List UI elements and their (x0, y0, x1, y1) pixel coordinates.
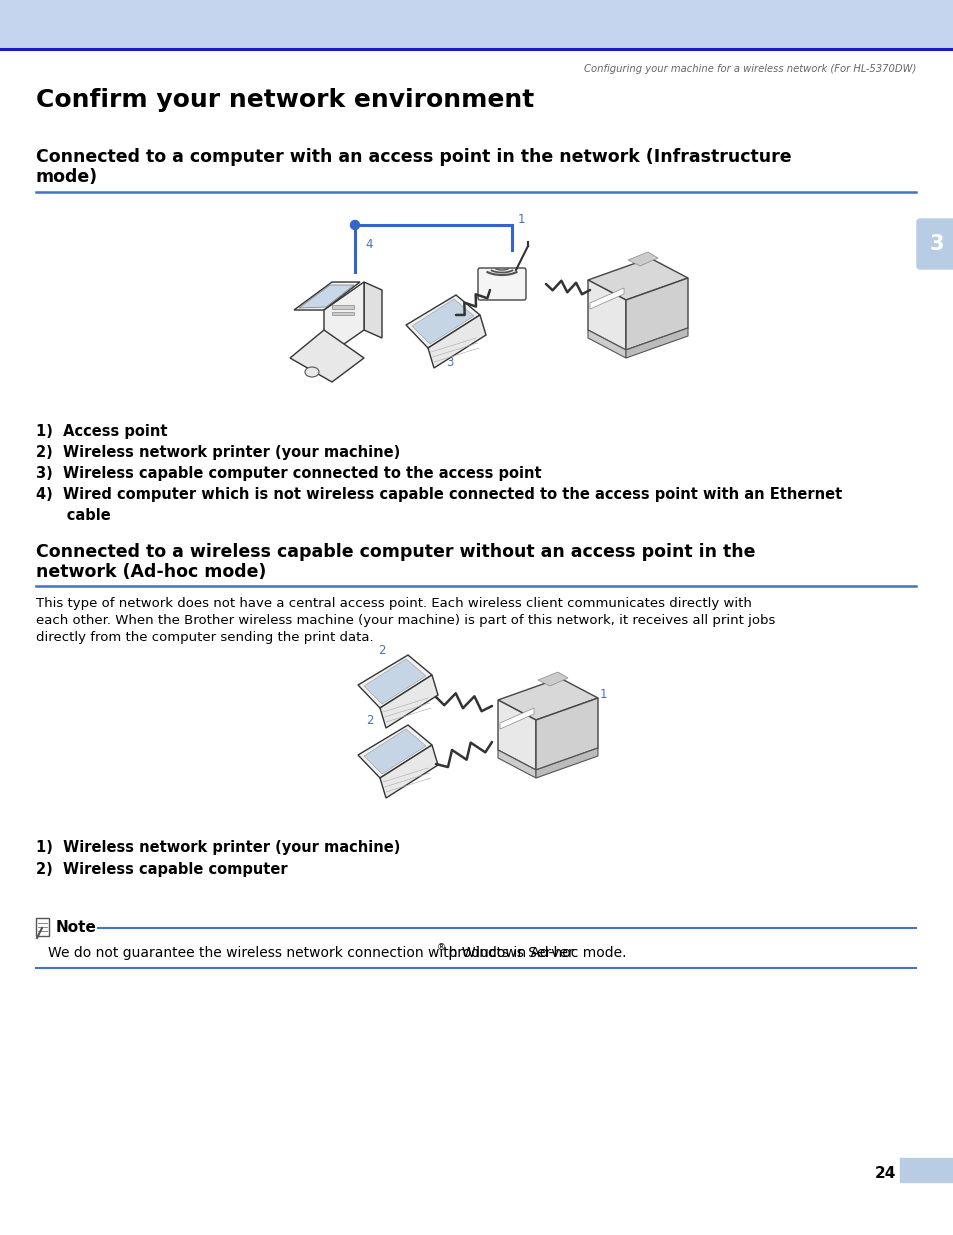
Ellipse shape (305, 367, 318, 377)
Text: products in Ad-hoc mode.: products in Ad-hoc mode. (443, 946, 626, 960)
Polygon shape (536, 748, 598, 778)
FancyBboxPatch shape (916, 219, 953, 269)
Text: 1: 1 (517, 212, 525, 226)
Text: directly from the computer sending the print data.: directly from the computer sending the p… (36, 631, 374, 643)
Polygon shape (379, 745, 437, 798)
Polygon shape (497, 700, 536, 769)
Text: 1: 1 (599, 688, 607, 701)
Polygon shape (497, 750, 536, 778)
Polygon shape (625, 329, 687, 358)
Polygon shape (587, 280, 625, 350)
Polygon shape (357, 655, 432, 708)
Circle shape (350, 221, 359, 230)
Polygon shape (324, 282, 364, 358)
Text: 2: 2 (366, 714, 374, 727)
Text: cable: cable (36, 508, 111, 522)
Polygon shape (627, 252, 658, 266)
Polygon shape (587, 258, 687, 300)
Text: 2)  Wireless capable computer: 2) Wireless capable computer (36, 862, 287, 877)
Polygon shape (364, 729, 426, 774)
FancyBboxPatch shape (477, 268, 525, 300)
Text: 1)  Wireless network printer (your machine): 1) Wireless network printer (your machin… (36, 840, 400, 855)
Text: 4)  Wired computer which is not wireless capable connected to the access point w: 4) Wired computer which is not wireless … (36, 487, 841, 501)
Polygon shape (364, 282, 381, 338)
Text: This type of network does not have a central access point. Each wireless client : This type of network does not have a cen… (36, 597, 751, 610)
Polygon shape (290, 330, 364, 382)
Polygon shape (428, 315, 485, 368)
Polygon shape (412, 299, 474, 345)
Text: Configuring your machine for a wireless network (For HL-5370DW): Configuring your machine for a wireless … (583, 64, 915, 74)
Bar (332, 305, 354, 309)
Text: mode): mode) (36, 168, 98, 186)
Polygon shape (499, 708, 534, 729)
Text: 4: 4 (365, 238, 372, 251)
Polygon shape (536, 698, 598, 769)
Text: 3)  Wireless capable computer connected to the access point: 3) Wireless capable computer connected t… (36, 466, 541, 480)
Text: 2: 2 (377, 643, 385, 657)
Polygon shape (379, 676, 437, 727)
Text: Connected to a wireless capable computer without an access point in the: Connected to a wireless capable computer… (36, 543, 755, 561)
Text: Connected to a computer with an access point in the network (Infrastructure: Connected to a computer with an access p… (36, 148, 791, 165)
Bar (899, 1158, 953, 1182)
Polygon shape (364, 659, 426, 704)
Polygon shape (298, 285, 354, 308)
Polygon shape (406, 295, 479, 348)
Polygon shape (497, 678, 598, 720)
Bar (332, 312, 354, 315)
Polygon shape (294, 282, 359, 310)
Text: 1)  Access point: 1) Access point (36, 424, 168, 438)
Text: network (Ad-hoc mode): network (Ad-hoc mode) (36, 563, 266, 580)
Text: Confirm your network environment: Confirm your network environment (36, 88, 534, 112)
Text: ®: ® (436, 944, 446, 952)
Text: each other. When the Brother wireless machine (your machine) is part of this net: each other. When the Brother wireless ma… (36, 614, 775, 627)
Text: 24: 24 (874, 1166, 895, 1181)
Text: Note: Note (56, 920, 97, 935)
Polygon shape (537, 672, 567, 685)
Text: 3: 3 (929, 233, 943, 254)
Text: 2)  Wireless network printer (your machine): 2) Wireless network printer (your machin… (36, 445, 400, 459)
Bar (0, 0, 953, 48)
Text: We do not guarantee the wireless network connection with Windows Server: We do not guarantee the wireless network… (48, 946, 573, 960)
Text: 2: 2 (656, 278, 662, 291)
Polygon shape (357, 725, 432, 778)
Polygon shape (587, 330, 625, 358)
Text: 3: 3 (446, 356, 453, 369)
FancyBboxPatch shape (36, 918, 49, 936)
Polygon shape (589, 288, 623, 309)
Polygon shape (625, 278, 687, 350)
